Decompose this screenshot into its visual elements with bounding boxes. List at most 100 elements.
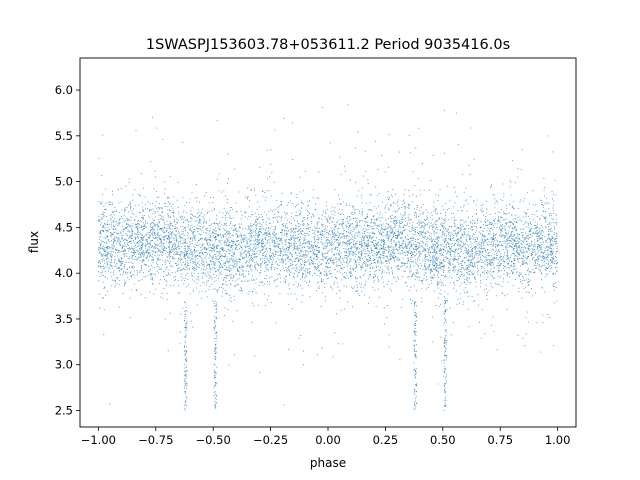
data-point [202, 248, 204, 250]
data-point [473, 199, 475, 201]
data-point [350, 260, 352, 262]
data-point [301, 255, 304, 257]
data-point [104, 222, 106, 225]
data-point [375, 242, 377, 245]
data-point [232, 262, 234, 264]
data-point [158, 220, 160, 223]
data-point [508, 230, 510, 232]
data-point [426, 239, 428, 241]
data-point [240, 287, 243, 289]
data-point [464, 278, 466, 280]
data-point [551, 245, 553, 247]
data-point [467, 280, 469, 282]
data-point [176, 241, 178, 243]
data-point [131, 248, 134, 250]
data-point [248, 215, 250, 217]
data-point [302, 255, 304, 257]
data-point [377, 219, 379, 221]
data-point [288, 242, 290, 244]
data-point [259, 252, 261, 254]
data-point [261, 244, 263, 246]
data-point [495, 236, 497, 238]
data-point [472, 232, 475, 234]
data-point [166, 284, 168, 286]
data-point [469, 243, 471, 245]
data-point [353, 267, 355, 269]
data-point [431, 282, 433, 284]
data-point [443, 240, 446, 242]
data-point [532, 269, 534, 271]
data-point [106, 223, 108, 225]
data-point [226, 250, 228, 253]
data-point [329, 285, 332, 287]
data-point [499, 276, 501, 278]
data-point [383, 250, 385, 252]
data-point [106, 254, 108, 256]
data-point [302, 273, 305, 275]
data-point [388, 238, 390, 240]
data-point [277, 257, 279, 259]
data-point [388, 234, 390, 236]
data-point [152, 283, 154, 285]
data-point [401, 221, 403, 223]
data-point [375, 248, 377, 250]
data-point [449, 254, 452, 256]
data-point [203, 239, 206, 241]
data-point [113, 265, 115, 268]
data-point [534, 243, 536, 245]
data-point [230, 269, 232, 272]
data-point [236, 283, 238, 285]
data-point [492, 248, 494, 250]
data-point [376, 242, 378, 244]
data-point [454, 258, 456, 260]
data-point [364, 242, 366, 244]
data-point [257, 235, 259, 237]
data-point [142, 259, 144, 261]
data-point [441, 248, 443, 250]
data-point [266, 261, 268, 263]
data-point [182, 252, 184, 254]
data-point [492, 263, 494, 265]
data-point [309, 226, 311, 228]
data-point [108, 270, 110, 272]
data-point [523, 239, 525, 241]
data-point [523, 228, 525, 230]
data-point [491, 243, 493, 246]
data-point [485, 288, 487, 290]
data-point [217, 255, 219, 257]
data-point [312, 246, 314, 248]
data-point [387, 196, 389, 198]
data-point [365, 253, 367, 255]
data-point [290, 238, 293, 240]
data-point [199, 222, 201, 224]
data-point [499, 263, 501, 265]
data-point [248, 245, 250, 247]
data-point [159, 268, 161, 270]
data-point [539, 231, 541, 233]
data-point [551, 230, 553, 232]
data-point [346, 245, 348, 247]
data-point [104, 247, 106, 249]
data-point [356, 222, 358, 224]
data-point [419, 254, 421, 256]
data-point [362, 229, 364, 231]
data-point [131, 266, 133, 268]
data-point [384, 240, 386, 242]
data-point [136, 259, 138, 261]
data-point [519, 265, 522, 267]
data-point [401, 246, 403, 248]
data-point [382, 257, 384, 259]
data-point [473, 300, 475, 302]
data-point [345, 257, 347, 259]
data-point [493, 224, 495, 226]
data-point [434, 228, 436, 230]
data-point [222, 212, 224, 214]
data-point [498, 250, 500, 253]
data-point [525, 211, 527, 213]
data-point [382, 251, 384, 253]
data-point [477, 245, 479, 247]
data-point [300, 251, 302, 253]
data-point [431, 257, 433, 259]
data-point [139, 256, 142, 258]
data-point [194, 236, 196, 238]
